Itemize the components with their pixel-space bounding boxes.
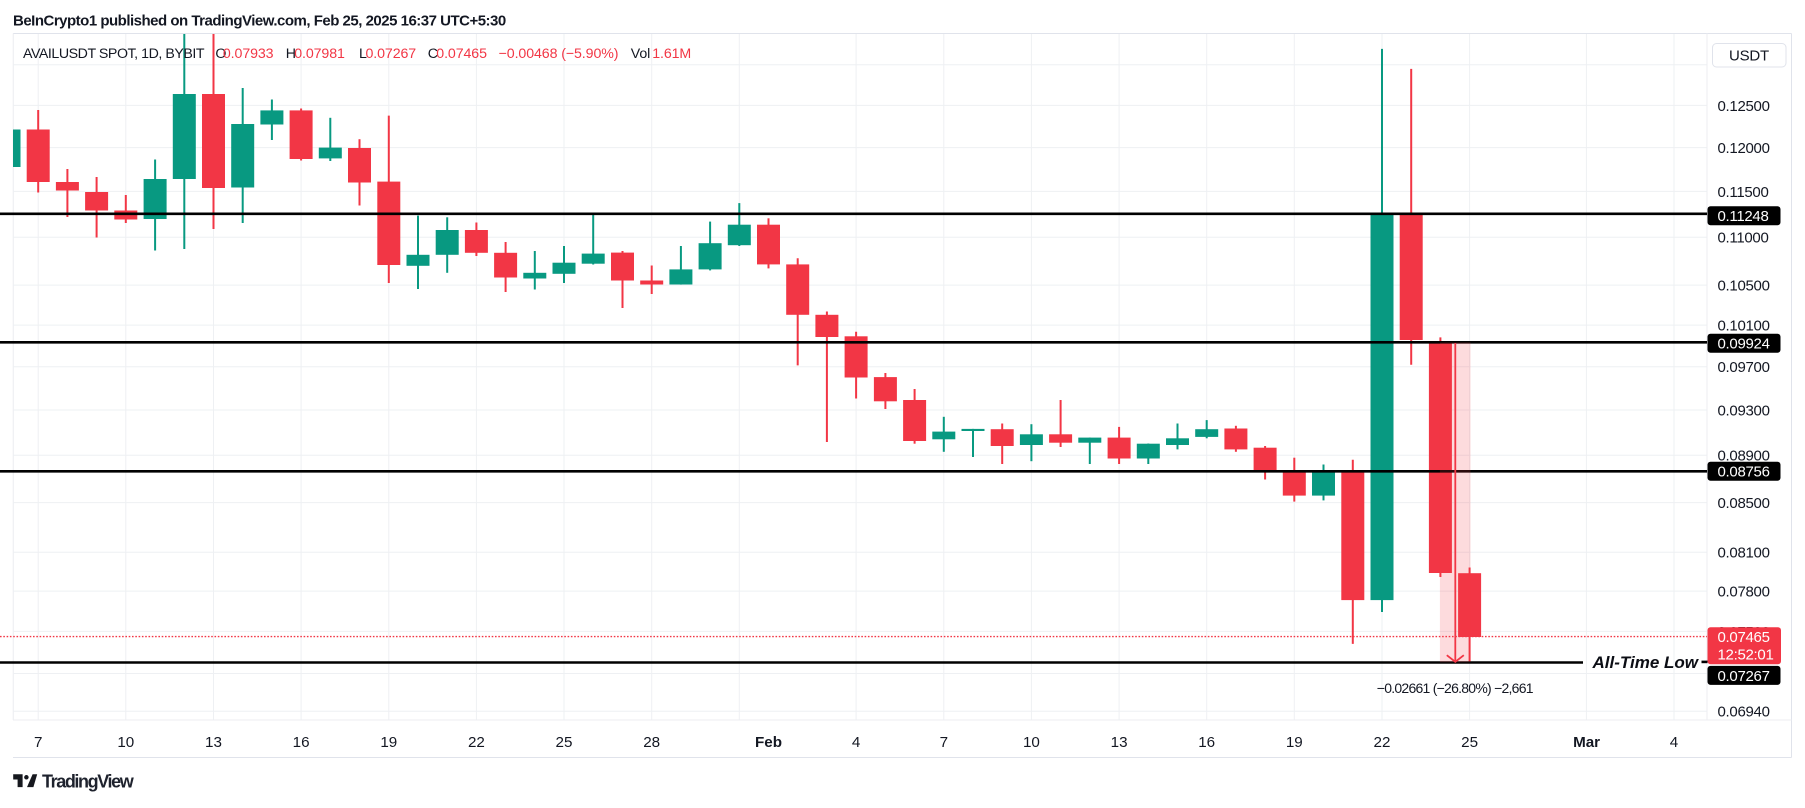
svg-text:0.06940: 0.06940 [1718, 704, 1770, 721]
svg-text:0.07465: 0.07465 [1718, 629, 1770, 646]
svg-text:0.11248: 0.11248 [1718, 208, 1769, 225]
svg-text:16: 16 [293, 734, 310, 751]
svg-text:0.10100: 0.10100 [1718, 318, 1770, 335]
svg-text:Mar: Mar [1573, 734, 1600, 751]
svg-text:7: 7 [34, 734, 42, 751]
svg-text:0.11000: 0.11000 [1718, 230, 1769, 247]
svg-text:0.10500: 0.10500 [1718, 278, 1770, 295]
svg-text:0.07267: 0.07267 [1718, 668, 1770, 685]
svg-text:0.09924: 0.09924 [1718, 336, 1770, 353]
svg-text:C: C [428, 46, 438, 62]
svg-text:H: H [286, 46, 296, 62]
svg-text:0.08900: 0.08900 [1718, 448, 1770, 465]
svg-text:0.07933: 0.07933 [223, 46, 274, 62]
svg-text:0.12000: 0.12000 [1718, 140, 1770, 157]
svg-text:−0.00468 (−5.90%): −0.00468 (−5.90%) [499, 46, 619, 62]
svg-text:L: L [359, 46, 367, 62]
svg-text:0.08100: 0.08100 [1718, 545, 1770, 562]
svg-text:BeInCrypto1 published on Tradi: BeInCrypto1 published on TradingView.com… [13, 13, 506, 30]
svg-text:0.07465: 0.07465 [436, 46, 487, 62]
svg-text:25: 25 [556, 734, 573, 751]
svg-text:19: 19 [1286, 734, 1303, 751]
svg-text:22: 22 [1374, 734, 1391, 751]
svg-text:16: 16 [1198, 734, 1215, 751]
svg-text:0.12500: 0.12500 [1718, 98, 1770, 115]
svg-text:0.08756: 0.08756 [1718, 464, 1770, 481]
svg-text:22: 22 [468, 734, 485, 751]
svg-text:0.07800: 0.07800 [1718, 584, 1770, 601]
svg-text:Feb: Feb [755, 734, 782, 751]
svg-text:28: 28 [643, 734, 660, 751]
svg-text:1.61M: 1.61M [652, 46, 691, 62]
svg-text:19: 19 [380, 734, 397, 751]
svg-text:All-Time Low: All-Time Low [1592, 653, 1700, 672]
svg-text:USDT: USDT [1729, 48, 1769, 65]
svg-text:−0.02661 (−26.80%) −2,661: −0.02661 (−26.80%) −2,661 [1377, 680, 1534, 696]
svg-text:0.07981: 0.07981 [294, 46, 345, 62]
svg-text:13: 13 [1111, 734, 1128, 751]
svg-text:25: 25 [1461, 734, 1478, 751]
svg-text:13: 13 [205, 734, 222, 751]
svg-text:TradingView: TradingView [42, 772, 135, 792]
svg-text:10: 10 [1023, 734, 1040, 751]
svg-text:O: O [215, 46, 226, 62]
svg-text:4: 4 [1670, 734, 1678, 751]
svg-text:0.07267: 0.07267 [366, 46, 417, 62]
svg-text:0.09300: 0.09300 [1718, 402, 1770, 419]
svg-text:7: 7 [940, 734, 948, 751]
svg-text:Vol: Vol [631, 46, 650, 62]
svg-text:0.11500: 0.11500 [1718, 184, 1769, 201]
svg-text:4: 4 [852, 734, 860, 751]
svg-text:AVAILUSDT SPOT, 1D, BYBIT: AVAILUSDT SPOT, 1D, BYBIT [23, 46, 205, 62]
svg-text:0.08500: 0.08500 [1718, 495, 1770, 512]
svg-text:10: 10 [117, 734, 134, 751]
svg-text:12:52:01: 12:52:01 [1718, 647, 1774, 664]
svg-text:0.09700: 0.09700 [1718, 359, 1770, 376]
